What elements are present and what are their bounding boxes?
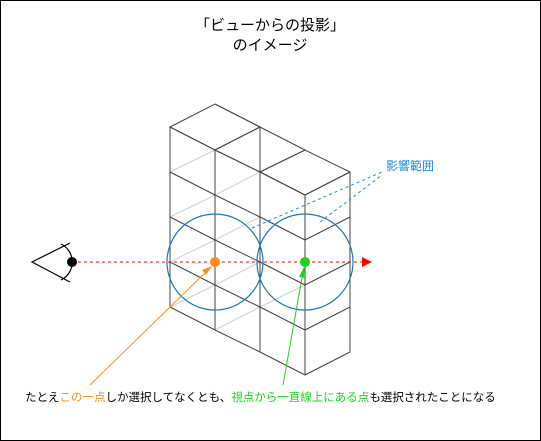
eye-pupil: [67, 257, 77, 267]
caption: たとえこの一点しか選択してなくとも、視点から一直線上にある点も選択されたことにな…: [25, 390, 496, 404]
title-line2: のイメージ: [233, 36, 308, 54]
influence-circle-right: [256, 213, 354, 311]
orange-pointer-arrow: [89, 266, 212, 386]
caption-highlight-orange: この一点: [60, 390, 106, 404]
view-ray-arrowhead: [362, 257, 372, 267]
caption-part2: しか選択してなくとも、: [106, 390, 232, 404]
selected-point-orange: [210, 257, 220, 267]
callout-leader-lines: [251, 171, 383, 229]
caption-part1: たとえ: [25, 390, 60, 404]
caption-highlight-green: 視点から一直線上にある点: [231, 390, 369, 404]
callout-label: 影響範囲: [386, 158, 434, 173]
green-pointer-arrow: [282, 267, 306, 386]
projected-point-green: [300, 257, 310, 267]
title-line1: 「ビューからの投影」: [195, 16, 345, 34]
eye-icon: [30, 242, 77, 283]
influence-circle-left: [166, 213, 264, 311]
caption-part3: も選択されたことになる: [369, 390, 496, 404]
